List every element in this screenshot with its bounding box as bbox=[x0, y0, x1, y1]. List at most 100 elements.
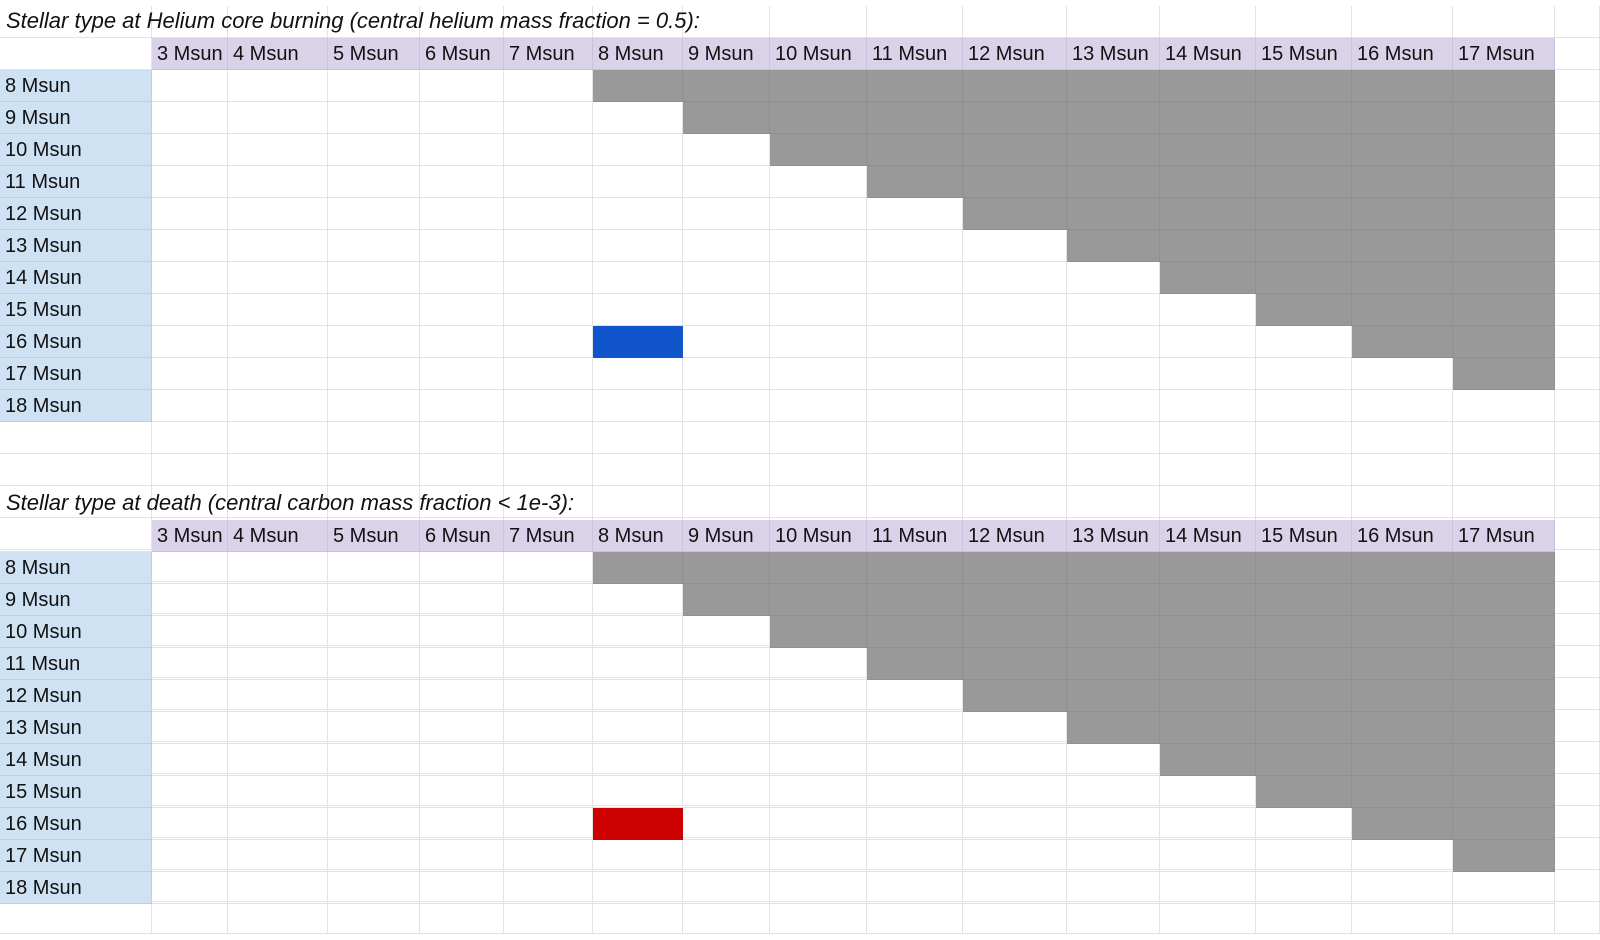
data-cell[interactable] bbox=[1067, 262, 1160, 294]
grid-cell[interactable] bbox=[1352, 6, 1453, 38]
row-header[interactable]: 13 Msun bbox=[0, 230, 152, 262]
filled-cell[interactable] bbox=[1256, 776, 1352, 808]
grid-cell[interactable] bbox=[1555, 6, 1600, 38]
grid-cell[interactable] bbox=[228, 6, 328, 38]
grid-cell[interactable] bbox=[867, 6, 963, 38]
grid-cell[interactable] bbox=[1256, 422, 1352, 454]
data-cell[interactable] bbox=[228, 808, 328, 840]
data-cell[interactable] bbox=[683, 712, 770, 744]
filled-cell[interactable] bbox=[1067, 134, 1160, 166]
data-cell[interactable] bbox=[504, 808, 593, 840]
filled-cell[interactable] bbox=[1453, 70, 1555, 102]
data-cell[interactable] bbox=[963, 808, 1067, 840]
data-cell[interactable] bbox=[328, 808, 420, 840]
data-cell[interactable] bbox=[152, 134, 228, 166]
row-header[interactable]: 14 Msun bbox=[0, 262, 152, 294]
filled-cell[interactable] bbox=[963, 198, 1067, 230]
column-header[interactable]: 7 Msun bbox=[504, 38, 593, 70]
filled-cell[interactable] bbox=[770, 552, 867, 584]
row-header[interactable]: 11 Msun bbox=[0, 648, 152, 680]
grid-cell[interactable] bbox=[1160, 486, 1256, 518]
data-cell[interactable] bbox=[228, 358, 328, 390]
data-cell[interactable] bbox=[1352, 390, 1453, 422]
data-cell[interactable] bbox=[683, 648, 770, 680]
data-cell[interactable] bbox=[867, 294, 963, 326]
filled-cell[interactable] bbox=[1160, 230, 1256, 262]
filled-cell[interactable] bbox=[1160, 134, 1256, 166]
filled-cell[interactable] bbox=[1352, 712, 1453, 744]
data-cell[interactable] bbox=[152, 262, 228, 294]
column-header[interactable]: 5 Msun bbox=[328, 38, 420, 70]
filled-cell[interactable] bbox=[1067, 712, 1160, 744]
data-cell[interactable] bbox=[963, 744, 1067, 776]
data-cell[interactable] bbox=[963, 840, 1067, 872]
row-header[interactable]: 17 Msun bbox=[0, 358, 152, 390]
grid-cell[interactable] bbox=[1352, 902, 1453, 934]
grid-cell[interactable] bbox=[0, 422, 152, 454]
filled-cell[interactable] bbox=[1453, 744, 1555, 776]
data-cell[interactable] bbox=[504, 648, 593, 680]
data-cell[interactable] bbox=[420, 808, 504, 840]
data-cell[interactable] bbox=[228, 166, 328, 198]
filled-cell[interactable] bbox=[963, 552, 1067, 584]
data-cell[interactable] bbox=[328, 712, 420, 744]
filled-cell[interactable] bbox=[867, 70, 963, 102]
data-cell[interactable] bbox=[963, 230, 1067, 262]
filled-cell[interactable] bbox=[1352, 680, 1453, 712]
data-cell[interactable] bbox=[1067, 294, 1160, 326]
data-cell[interactable] bbox=[152, 358, 228, 390]
filled-cell[interactable] bbox=[1256, 70, 1352, 102]
data-cell[interactable] bbox=[867, 326, 963, 358]
data-cell[interactable] bbox=[228, 712, 328, 744]
filled-cell[interactable] bbox=[1256, 198, 1352, 230]
data-cell[interactable] bbox=[1067, 390, 1160, 422]
filled-cell[interactable] bbox=[1256, 584, 1352, 616]
filled-cell[interactable] bbox=[1160, 744, 1256, 776]
grid-cell[interactable] bbox=[0, 486, 152, 518]
grid-cell[interactable] bbox=[1555, 390, 1600, 422]
data-cell[interactable] bbox=[963, 326, 1067, 358]
data-cell[interactable] bbox=[420, 294, 504, 326]
data-cell[interactable] bbox=[1256, 808, 1352, 840]
column-header[interactable]: 4 Msun bbox=[228, 38, 328, 70]
grid-cell[interactable] bbox=[504, 6, 593, 38]
filled-cell[interactable] bbox=[867, 134, 963, 166]
data-cell[interactable] bbox=[593, 584, 683, 616]
filled-cell[interactable] bbox=[1256, 648, 1352, 680]
grid-cell[interactable] bbox=[1555, 518, 1600, 550]
data-cell[interactable] bbox=[504, 326, 593, 358]
data-cell[interactable] bbox=[328, 294, 420, 326]
data-cell[interactable] bbox=[504, 294, 593, 326]
data-cell[interactable] bbox=[228, 552, 328, 584]
row-header[interactable]: 11 Msun bbox=[0, 166, 152, 198]
data-cell[interactable] bbox=[1160, 872, 1256, 904]
data-cell[interactable] bbox=[593, 166, 683, 198]
data-cell[interactable] bbox=[228, 230, 328, 262]
data-cell[interactable] bbox=[420, 552, 504, 584]
data-cell[interactable] bbox=[683, 872, 770, 904]
grid-cell[interactable] bbox=[420, 6, 504, 38]
grid-cell[interactable] bbox=[1555, 38, 1600, 70]
grid-cell[interactable] bbox=[593, 6, 683, 38]
filled-cell[interactable] bbox=[1453, 102, 1555, 134]
data-cell[interactable] bbox=[228, 648, 328, 680]
row-header[interactable]: 10 Msun bbox=[0, 134, 152, 166]
filled-cell[interactable] bbox=[963, 616, 1067, 648]
data-cell[interactable] bbox=[152, 616, 228, 648]
filled-cell[interactable] bbox=[1160, 584, 1256, 616]
filled-cell[interactable] bbox=[963, 166, 1067, 198]
grid-cell[interactable] bbox=[1555, 326, 1600, 358]
filled-cell[interactable] bbox=[1067, 166, 1160, 198]
column-header[interactable]: 16 Msun bbox=[1352, 520, 1453, 552]
data-cell[interactable] bbox=[504, 70, 593, 102]
data-cell[interactable] bbox=[228, 102, 328, 134]
filled-cell[interactable] bbox=[963, 70, 1067, 102]
data-cell[interactable] bbox=[504, 616, 593, 648]
filled-cell[interactable] bbox=[1067, 648, 1160, 680]
data-cell[interactable] bbox=[770, 198, 867, 230]
column-header[interactable]: 10 Msun bbox=[770, 520, 867, 552]
data-cell[interactable] bbox=[228, 294, 328, 326]
data-cell[interactable] bbox=[1067, 776, 1160, 808]
filled-cell[interactable] bbox=[683, 584, 770, 616]
data-cell[interactable] bbox=[683, 808, 770, 840]
